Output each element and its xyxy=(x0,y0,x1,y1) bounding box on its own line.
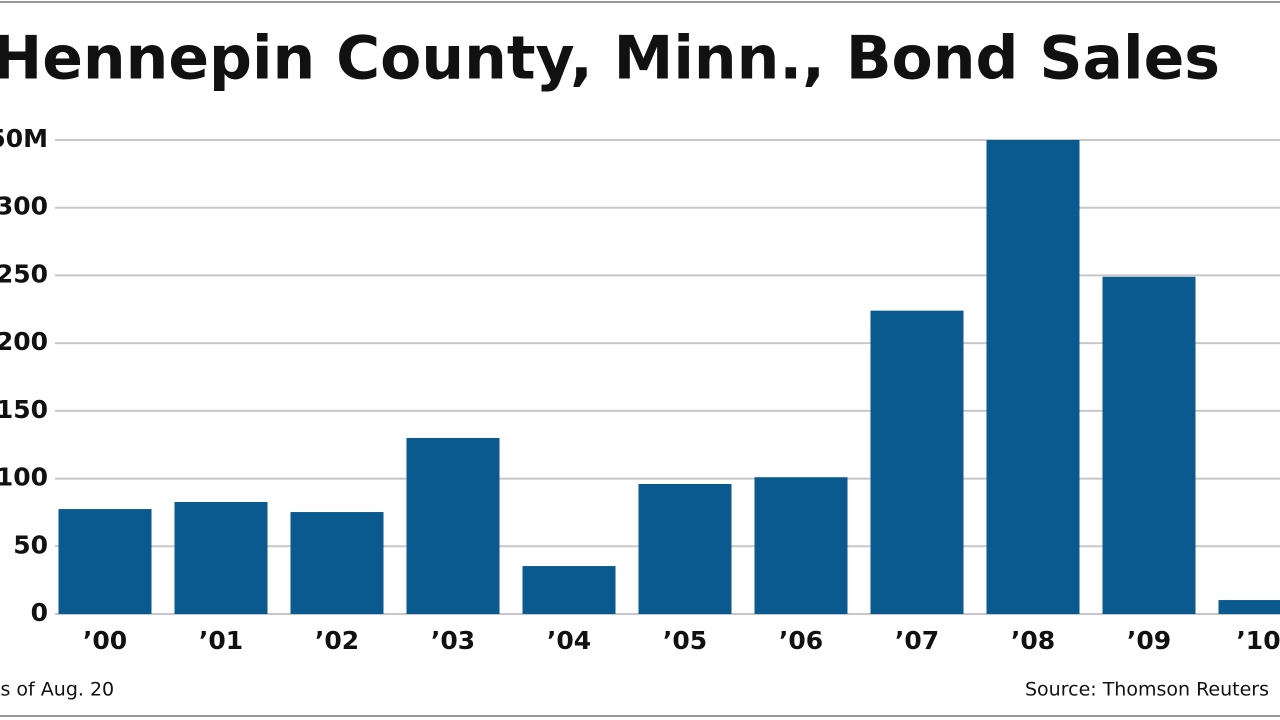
x-tick-label: ’02 xyxy=(315,626,359,655)
x-tick-label: ’00 xyxy=(83,626,127,655)
bar xyxy=(754,477,848,614)
y-tick-label: 50 xyxy=(13,530,48,559)
bar xyxy=(406,437,500,614)
y-tick-label: 250 xyxy=(0,259,48,288)
bar xyxy=(870,310,964,614)
x-tick-label: ’06 xyxy=(779,626,823,655)
bar xyxy=(1102,276,1196,614)
x-tick-label: ’10* xyxy=(1236,626,1280,655)
bar xyxy=(1218,600,1280,614)
footnote: *As of Aug. 20 xyxy=(0,679,114,701)
y-tick-label: 300 xyxy=(0,192,48,221)
x-tick-label: ’08 xyxy=(1011,626,1055,655)
x-tick-label: ’01 xyxy=(199,626,243,655)
y-tick-label: 200 xyxy=(0,327,48,356)
chart-title: Hennepin County, Minn., Bond Sales xyxy=(0,24,1220,94)
y-tick-label: 100 xyxy=(0,463,48,492)
y-tick-label: 150 xyxy=(0,395,48,424)
x-tick-label: ’09 xyxy=(1127,626,1171,655)
bar xyxy=(290,512,384,614)
y-tick-label: $350M xyxy=(0,124,48,153)
source: Source: Thomson Reuters xyxy=(1025,679,1269,701)
bar xyxy=(58,509,152,614)
y-tick-label: 0 xyxy=(31,598,48,627)
x-tick-label: ’07 xyxy=(895,626,939,655)
bar xyxy=(986,140,1080,614)
x-tick-label: ’04 xyxy=(547,626,591,655)
x-tick-label: ’05 xyxy=(663,626,707,655)
bar xyxy=(174,502,268,614)
bar xyxy=(522,566,616,614)
x-tick-label: ’03 xyxy=(431,626,475,655)
bar xyxy=(638,483,732,614)
